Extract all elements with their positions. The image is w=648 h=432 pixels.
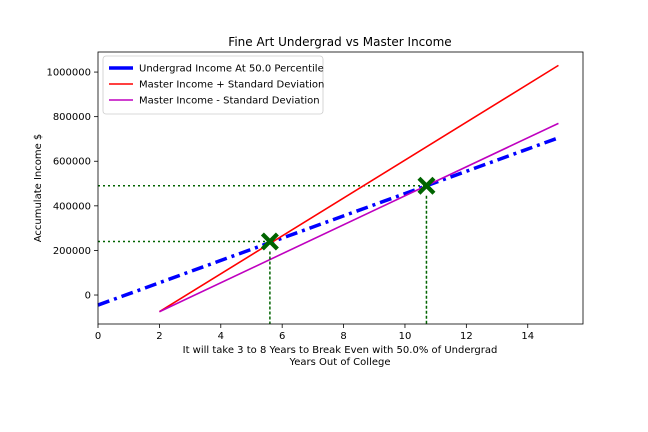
series-line-3 <box>159 122 559 313</box>
x-tick-label: 0 <box>95 331 101 342</box>
legend-box <box>102 55 324 115</box>
series-line-2 <box>158 64 559 313</box>
x-tick-label: 2 <box>156 331 162 342</box>
x-tick-label: 10 <box>399 331 412 342</box>
x-axis-label-line-2: Years Out of College <box>289 357 391 368</box>
y-axis-label: Accumulate Income $ <box>33 134 44 243</box>
y-tick-label: 200000 <box>53 246 91 257</box>
y-tick-label: 800000 <box>53 112 91 123</box>
legend-label-2: Master Income + Standard Deviation <box>139 80 324 91</box>
break-even-marker-2 <box>417 176 436 195</box>
chart-title: Fine Art Undergrad vs Master Income <box>228 35 451 49</box>
series-line-1 <box>97 136 560 307</box>
x-tick-label: 8 <box>340 331 346 342</box>
y-tick-label: 400000 <box>53 201 91 212</box>
legend-label-3: Master Income - Standard Deviation <box>139 96 320 107</box>
break-even-marker-1 <box>260 232 279 251</box>
legend: Undergrad Income At 50.0 Percentile Maste… <box>102 55 324 115</box>
x-tick-label: 4 <box>218 331 224 342</box>
x-axis-label-line-1: It will take 3 to 8 Years to Break Even … <box>183 345 498 356</box>
y-tick-label: 600000 <box>53 157 91 168</box>
y-tick-label: 1000000 <box>46 68 91 79</box>
x-axis: 0 2 4 6 8 10 12 14 <box>95 324 534 342</box>
axes-frame <box>97 51 584 325</box>
x-tick-label: 12 <box>460 331 473 342</box>
x-tick-label: 14 <box>521 331 534 342</box>
y-tick-label: 0 <box>85 291 91 302</box>
x-tick-label: 6 <box>279 331 285 342</box>
plot-area <box>97 51 584 325</box>
legend-label-1: Undergrad Income At 50.0 Percentile <box>139 64 324 75</box>
y-axis: 0 200000 400000 600000 800000 1000000 <box>46 68 98 302</box>
